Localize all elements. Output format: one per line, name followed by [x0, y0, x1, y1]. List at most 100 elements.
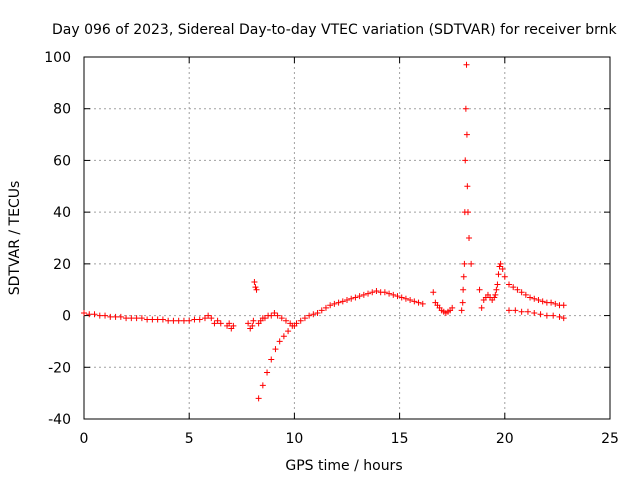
data-point [461, 260, 468, 267]
data-point [123, 315, 130, 322]
data-point [261, 315, 268, 322]
x-tick-label: 5 [185, 431, 194, 447]
data-point [81, 309, 87, 316]
y-tick-label: 40 [53, 205, 71, 221]
data-point [272, 346, 279, 353]
data-point [460, 273, 467, 280]
data-point [531, 295, 538, 302]
data-point [463, 131, 470, 138]
data-point [253, 286, 260, 293]
data-point [282, 317, 289, 324]
data-point [496, 263, 503, 270]
data-point [478, 304, 485, 311]
data-point [306, 312, 313, 319]
data-point [201, 315, 208, 322]
data-point [360, 291, 367, 298]
axis-tick-labels: 0 5 10 15 20 25 -40 -20 0 20 40 60 80 100 [44, 50, 619, 447]
data-point [531, 309, 538, 316]
data-point [556, 313, 563, 320]
data-point [352, 294, 359, 301]
data-point [548, 299, 555, 306]
data-point [251, 278, 258, 285]
data-point [494, 281, 501, 288]
data-point [107, 313, 114, 320]
data-point [154, 316, 161, 323]
data-point [386, 290, 393, 297]
y-tick-label: 0 [62, 309, 71, 325]
data-point [462, 157, 469, 164]
data-point [493, 286, 500, 293]
data-point [460, 286, 467, 293]
data-point [96, 312, 103, 319]
data-point [560, 315, 567, 322]
data-point [276, 338, 283, 345]
data-point [165, 317, 172, 324]
data-point [514, 286, 521, 293]
data-point [407, 297, 414, 304]
data-point [271, 309, 278, 316]
data-point [268, 312, 275, 319]
data-point [144, 316, 151, 323]
data-point [310, 311, 317, 318]
data-point [159, 316, 166, 323]
data-point [314, 309, 321, 316]
data-point [335, 299, 342, 306]
data-point [214, 317, 221, 324]
data-point [373, 288, 380, 295]
data-point [133, 315, 140, 322]
data-point [186, 317, 193, 324]
data-point [250, 317, 257, 324]
data-point [344, 297, 350, 304]
y-tick-label: 100 [44, 50, 71, 66]
data-point [415, 299, 422, 306]
data-point [398, 294, 405, 301]
data-point [297, 317, 304, 324]
data-point [245, 320, 252, 327]
data-point [419, 300, 426, 307]
chart-title: Day 096 of 2023, Sidereal Day-to-day VTE… [52, 22, 617, 38]
data-point [318, 307, 325, 314]
data-point [462, 105, 469, 112]
data-point [149, 316, 156, 323]
data-point [102, 312, 109, 319]
data-point [506, 307, 513, 314]
data-point [280, 333, 287, 340]
data-point [365, 290, 372, 297]
y-axis-label: SDTVAR / TECUs [7, 181, 23, 296]
data-point [175, 317, 182, 324]
data-point [301, 315, 308, 322]
plot-frame [83, 56, 611, 420]
y-tick-label: -40 [48, 412, 71, 428]
data-point [537, 311, 544, 318]
data-point [394, 293, 401, 300]
data-point [524, 308, 531, 315]
data-point [86, 311, 93, 318]
x-axis-label: GPS time / hours [285, 458, 402, 474]
data-point [208, 315, 215, 322]
data-point [339, 298, 346, 305]
axis-ticks [83, 56, 611, 420]
data-point [430, 289, 437, 296]
data-point [464, 209, 471, 216]
grid-lines [84, 57, 610, 419]
data-point [331, 300, 338, 307]
data-point [356, 293, 363, 300]
data-point [348, 295, 355, 302]
data-point [322, 304, 329, 311]
y-tick-label: 20 [53, 257, 71, 273]
data-point [264, 369, 271, 376]
data-point [180, 317, 187, 324]
data-point [552, 300, 559, 307]
x-tick-label: 0 [80, 431, 89, 447]
data-point [501, 273, 508, 280]
data-point [499, 266, 506, 273]
data-point [112, 313, 119, 320]
data-point [560, 302, 567, 309]
data-point [268, 356, 275, 363]
data-point [492, 291, 499, 298]
data-point [128, 315, 135, 322]
data-point [518, 308, 525, 315]
x-tick-label: 15 [391, 431, 409, 447]
data-point [249, 322, 256, 329]
